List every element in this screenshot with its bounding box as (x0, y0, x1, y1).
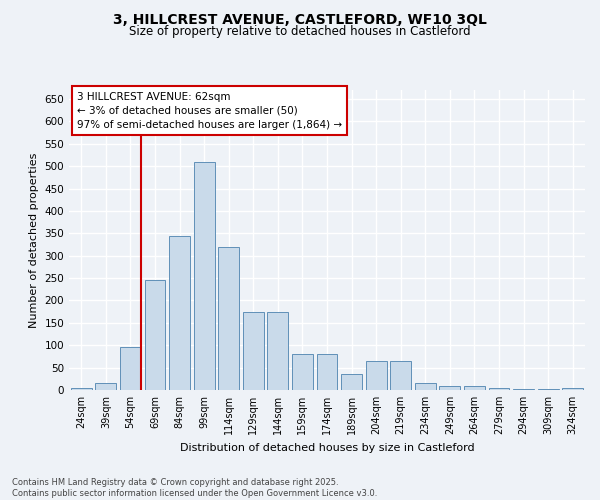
Bar (538, 389, 559, 390)
Bar (562, 388, 583, 390)
Bar (194, 162, 215, 390)
Bar (218, 246, 239, 390)
Bar (513, 389, 534, 390)
Bar (488, 388, 509, 390)
Bar (169, 236, 190, 390)
Text: Contains HM Land Registry data © Crown copyright and database right 2025.
Contai: Contains HM Land Registry data © Crown c… (12, 478, 377, 498)
Bar (317, 354, 337, 390)
Text: Size of property relative to detached houses in Castleford: Size of property relative to detached ho… (129, 25, 471, 38)
Y-axis label: Number of detached properties: Number of detached properties (29, 152, 39, 328)
X-axis label: Distribution of detached houses by size in Castleford: Distribution of detached houses by size … (179, 442, 475, 452)
Bar (415, 384, 436, 390)
Bar (120, 348, 141, 390)
Bar (145, 280, 166, 390)
Bar (71, 388, 92, 390)
Bar (439, 386, 460, 390)
Bar (341, 374, 362, 390)
Bar (292, 354, 313, 390)
Bar (268, 312, 289, 390)
Bar (464, 386, 485, 390)
Bar (365, 361, 386, 390)
Bar (95, 384, 116, 390)
Text: 3 HILLCREST AVENUE: 62sqm
← 3% of detached houses are smaller (50)
97% of semi-d: 3 HILLCREST AVENUE: 62sqm ← 3% of detach… (77, 92, 342, 130)
Text: 3, HILLCREST AVENUE, CASTLEFORD, WF10 3QL: 3, HILLCREST AVENUE, CASTLEFORD, WF10 3Q… (113, 12, 487, 26)
Bar (390, 361, 411, 390)
Bar (243, 312, 264, 390)
